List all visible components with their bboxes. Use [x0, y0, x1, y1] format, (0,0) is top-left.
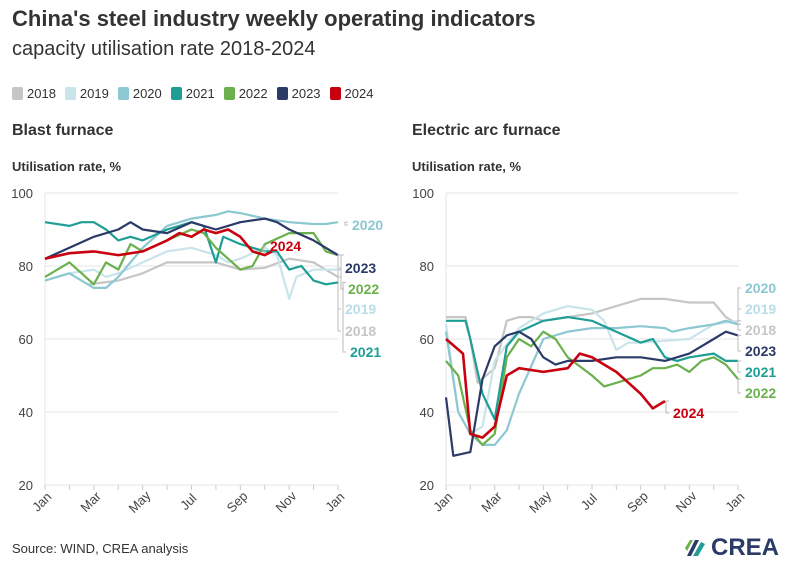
legend-swatch — [64, 87, 76, 100]
y-tick-label: 100 — [11, 186, 33, 201]
x-tick-label: Jul — [578, 491, 600, 513]
series-label-2023: 2023 — [345, 260, 376, 276]
legend-item-2020: 2020 — [117, 86, 162, 101]
series-label-2021: 2021 — [745, 364, 776, 380]
x-tick-label: Jan — [722, 489, 747, 514]
crea-logo: CREA — [683, 534, 779, 562]
legend-item-2023: 2023 — [276, 86, 321, 101]
legend-label: 2021 — [185, 86, 215, 101]
legend-label: 2020 — [132, 86, 162, 101]
label-connector — [737, 323, 741, 331]
figure-subtitle: capacity utilisation rate 2018-2024 — [12, 38, 316, 60]
y-tick-label: 20 — [19, 478, 33, 493]
y-tick-label: 40 — [19, 405, 33, 420]
label-connector — [665, 400, 669, 414]
x-tick-label: Sep — [624, 488, 651, 515]
x-tick-label: Sep — [224, 488, 251, 515]
series-line-2023 — [44, 217, 339, 260]
legend-swatch — [117, 87, 129, 100]
x-tick-label: Mar — [478, 488, 505, 515]
series-label-2024: 2024 — [270, 238, 301, 254]
series-label-2023: 2023 — [745, 343, 776, 359]
label-connector — [737, 378, 741, 394]
label-connector — [737, 360, 741, 373]
y-tick-label: 60 — [19, 332, 33, 347]
series-line-2018 — [88, 257, 339, 286]
legend-label: 2022 — [238, 86, 268, 101]
x-tick-label: Jan — [322, 489, 347, 514]
label-connector — [337, 269, 341, 310]
legend-swatch — [12, 87, 23, 100]
legend-item-2018: 2018 — [12, 86, 56, 101]
legend-swatch — [223, 87, 235, 100]
series-line-2022 — [445, 330, 739, 446]
crea-logo-text: CREA — [711, 534, 780, 561]
series-line-2018 — [446, 297, 739, 384]
label-connector — [262, 245, 266, 252]
legend-label: 2023 — [291, 86, 321, 101]
legend-swatch — [329, 87, 341, 100]
x-tick-label: Nov — [273, 488, 300, 515]
series-label-2019: 2019 — [745, 301, 776, 317]
y-tick-label: 100 — [412, 186, 434, 201]
series-line-2019 — [44, 246, 338, 300]
label-connector — [737, 287, 741, 325]
label-connector — [340, 254, 344, 290]
source-note: Source: WIND, CREA analysis — [12, 541, 189, 556]
label-connector — [342, 281, 346, 353]
panel-title-electric-arc-furnace: Electric arc furnace — [412, 122, 561, 139]
legend-item-2021: 2021 — [170, 86, 215, 101]
x-tick-label: Jul — [177, 491, 199, 513]
series-label-2022: 2022 — [348, 281, 379, 297]
series-line-2024 — [445, 338, 666, 439]
legend: 2018 2019 2020 2021 2022 2023 2024 — [12, 86, 373, 101]
series-line-2024 — [44, 228, 273, 260]
x-tick-label: Nov — [673, 488, 700, 515]
x-tick-label: May — [526, 487, 554, 515]
label-connector — [337, 254, 341, 269]
y-tick-label: 80 — [420, 259, 434, 274]
series-label-2019: 2019 — [345, 301, 376, 317]
legend-item-2019: 2019 — [64, 86, 109, 101]
series-line-2023 — [444, 330, 739, 457]
crea-logo-icon — [685, 540, 705, 556]
label-connector — [344, 221, 348, 226]
legend-swatch — [170, 87, 182, 100]
legend-label: 2024 — [344, 86, 374, 101]
legend-item-2024: 2024 — [329, 86, 374, 101]
series-label-2021: 2021 — [350, 344, 381, 360]
x-tick-label: Mar — [77, 488, 104, 515]
y-tick-label: 40 — [420, 405, 434, 420]
y-axis-label-blast-furnace: Utilisation rate, % — [12, 159, 122, 174]
figure-title: China's steel industry weekly operating … — [12, 6, 536, 31]
legend-label: 2018 — [27, 86, 56, 101]
series-line-2019 — [444, 305, 739, 435]
y-tick-label: 80 — [19, 259, 33, 274]
y-tick-label: 20 — [420, 478, 434, 493]
series-label-2020: 2020 — [352, 217, 383, 233]
series-line-2021 — [446, 316, 738, 421]
legend-item-2022: 2022 — [223, 86, 268, 101]
y-axis-label-electric-arc-furnace: Utilisation rate, % — [412, 159, 522, 174]
y-tick-label: 60 — [420, 332, 434, 347]
label-connector — [737, 334, 741, 352]
legend-label: 2019 — [79, 86, 109, 101]
series-label-2022: 2022 — [745, 385, 776, 401]
panel-title-blast-furnace: Blast furnace — [12, 122, 114, 139]
series-label-2024: 2024 — [673, 405, 704, 421]
series-line-2022 — [44, 228, 339, 286]
legend-swatch — [276, 87, 288, 100]
series-line-2020 — [44, 210, 339, 289]
series-label-2020: 2020 — [745, 280, 776, 296]
series-label-2018: 2018 — [745, 322, 776, 338]
x-tick-label: May — [125, 487, 153, 515]
series-label-2018: 2018 — [345, 323, 376, 339]
